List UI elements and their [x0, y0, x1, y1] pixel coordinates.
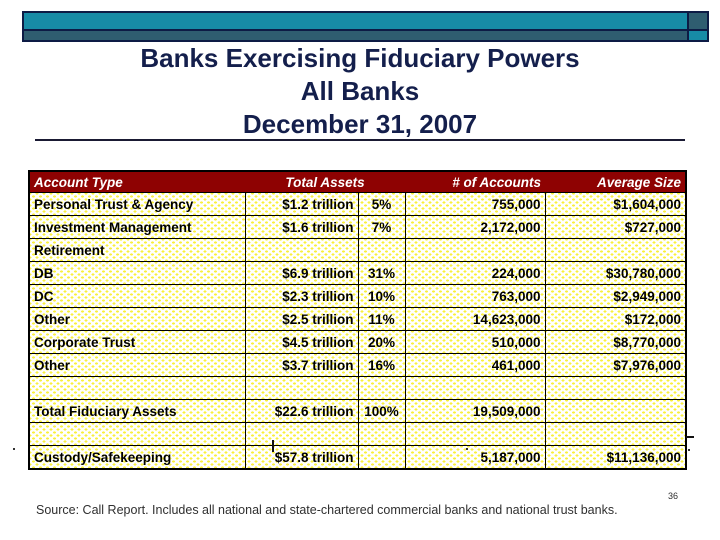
cell-percent: 100%	[357, 399, 406, 423]
header-bar-sub-slate-segment	[24, 31, 687, 40]
cell-total-assets: $3.7 trillion	[244, 353, 359, 377]
stray-dot	[13, 448, 15, 450]
column-header-total-assets: Total Assets	[245, 171, 405, 193]
cell-total-assets: $2.5 trillion	[244, 307, 359, 331]
cell-num-accounts: 2,172,000	[404, 215, 546, 239]
cell-account-type	[28, 376, 246, 400]
table-row-empty	[28, 376, 687, 400]
column-header-num-accounts: # of Accounts	[405, 171, 545, 193]
slide-title-line-3: December 31, 2007	[242, 109, 478, 139]
cell-total-assets: $1.2 trillion	[244, 192, 359, 216]
cell-average-size: $727,000	[544, 215, 687, 239]
cell-average-size	[544, 238, 687, 262]
cell-num-accounts: 224,000	[404, 261, 546, 285]
cell-percent: 7%	[357, 215, 406, 239]
cell-num-accounts: 19,509,000	[404, 399, 546, 423]
table-header-row: Account Type Total Assets # of Accounts …	[29, 171, 686, 193]
table-row: Other $2.5 trillion 11% 14,623,000 $172,…	[28, 307, 687, 331]
cell-account-type	[28, 422, 246, 446]
table-row-empty	[28, 422, 687, 446]
cell-total-assets: $4.5 trillion	[244, 330, 359, 354]
cell-percent: 5%	[357, 192, 406, 216]
column-header-account-type: Account Type	[29, 171, 245, 193]
cell-percent: 11%	[357, 307, 406, 331]
cell-average-size	[544, 422, 687, 446]
cell-account-type: Other	[28, 307, 246, 331]
cell-total-assets	[244, 376, 359, 400]
cell-num-accounts	[404, 376, 546, 400]
header-bar-corner-teal-segment	[689, 31, 707, 40]
cell-total-assets: $22.6 trillion	[244, 399, 359, 423]
cell-account-type: Investment Management	[28, 215, 246, 239]
cell-percent: 16%	[357, 353, 406, 377]
cell-num-accounts: 461,000	[404, 353, 546, 377]
cell-account-type: Custody/Safekeeping	[28, 445, 246, 470]
slide-title-line-2: All Banks	[300, 76, 420, 106]
cell-account-type: Total Fiduciary Assets	[28, 399, 246, 423]
stray-dot	[688, 449, 690, 451]
cell-average-size: $2,949,000	[544, 284, 687, 308]
cell-percent	[357, 376, 406, 400]
cell-percent	[357, 445, 406, 470]
cell-account-type: DC	[28, 284, 246, 308]
cell-percent: 31%	[357, 261, 406, 285]
table-row: Retirement	[28, 238, 687, 262]
table-row: Total Fiduciary Assets $22.6 trillion 10…	[28, 399, 687, 423]
cell-percent: 10%	[357, 284, 406, 308]
header-bar-main-teal-segment	[24, 13, 687, 29]
cell-total-assets	[244, 422, 359, 446]
cell-average-size	[544, 399, 687, 423]
table-row: DB $6.9 trillion 31% 224,000 $30,780,000	[28, 261, 687, 285]
cell-num-accounts	[404, 238, 546, 262]
slide-title-line-1: Banks Exercising Fiduciary Powers	[140, 43, 580, 73]
cell-account-type: DB	[28, 261, 246, 285]
cell-average-size	[544, 376, 687, 400]
cell-total-assets: $6.9 trillion	[244, 261, 359, 285]
cell-average-size: $8,770,000	[544, 330, 687, 354]
cell-total-assets: $1.6 trillion	[244, 215, 359, 239]
table-row: Custody/Safekeeping $57.8 trillion 5,187…	[28, 445, 687, 470]
table-row: Personal Trust & Agency $1.2 trillion 5%…	[28, 192, 687, 216]
cell-percent	[357, 238, 406, 262]
cell-num-accounts	[404, 422, 546, 446]
stray-dot	[466, 448, 468, 450]
cell-average-size: $11,136,000	[544, 445, 687, 470]
cell-num-accounts: 755,000	[404, 192, 546, 216]
cell-account-type: Other	[28, 353, 246, 377]
cell-account-type: Retirement	[28, 238, 246, 262]
stray-tick-mark	[272, 440, 274, 452]
header-bar-corner-slate-segment	[689, 13, 707, 29]
table-row: Corporate Trust $4.5 trillion 20% 510,00…	[28, 330, 687, 354]
source-note: Source: Call Report. Includes all nation…	[36, 503, 618, 517]
cell-num-accounts: 763,000	[404, 284, 546, 308]
cell-total-assets: $2.3 trillion	[244, 284, 359, 308]
cell-average-size: $172,000	[544, 307, 687, 331]
cell-percent: 20%	[357, 330, 406, 354]
table-row: Investment Management $1.6 trillion 7% 2…	[28, 215, 687, 239]
cell-num-accounts: 5,187,000	[404, 445, 546, 470]
cell-average-size: $7,976,000	[544, 353, 687, 377]
cell-total-assets: $57.8 trillion	[244, 445, 359, 470]
page-number: 36	[668, 491, 679, 501]
fiduciary-table: Account Type Total Assets # of Accounts …	[28, 170, 687, 470]
cell-num-accounts: 510,000	[404, 330, 546, 354]
cell-total-assets	[244, 238, 359, 262]
cell-account-type: Personal Trust & Agency	[28, 192, 246, 216]
slide-title: Banks Exercising Fiduciary Powers All Ba…	[0, 42, 720, 141]
title-underline	[35, 139, 685, 141]
table-row: DC $2.3 trillion 10% 763,000 $2,949,000	[28, 284, 687, 308]
column-header-average-size: Average Size	[545, 171, 686, 193]
cell-average-size: $1,604,000	[544, 192, 687, 216]
cell-account-type: Corporate Trust	[28, 330, 246, 354]
cell-percent	[357, 422, 406, 446]
cell-average-size: $30,780,000	[544, 261, 687, 285]
cell-num-accounts: 14,623,000	[404, 307, 546, 331]
stray-dash-mark	[686, 436, 694, 438]
table-row: Other $3.7 trillion 16% 461,000 $7,976,0…	[28, 353, 687, 377]
header-bar	[22, 11, 709, 42]
